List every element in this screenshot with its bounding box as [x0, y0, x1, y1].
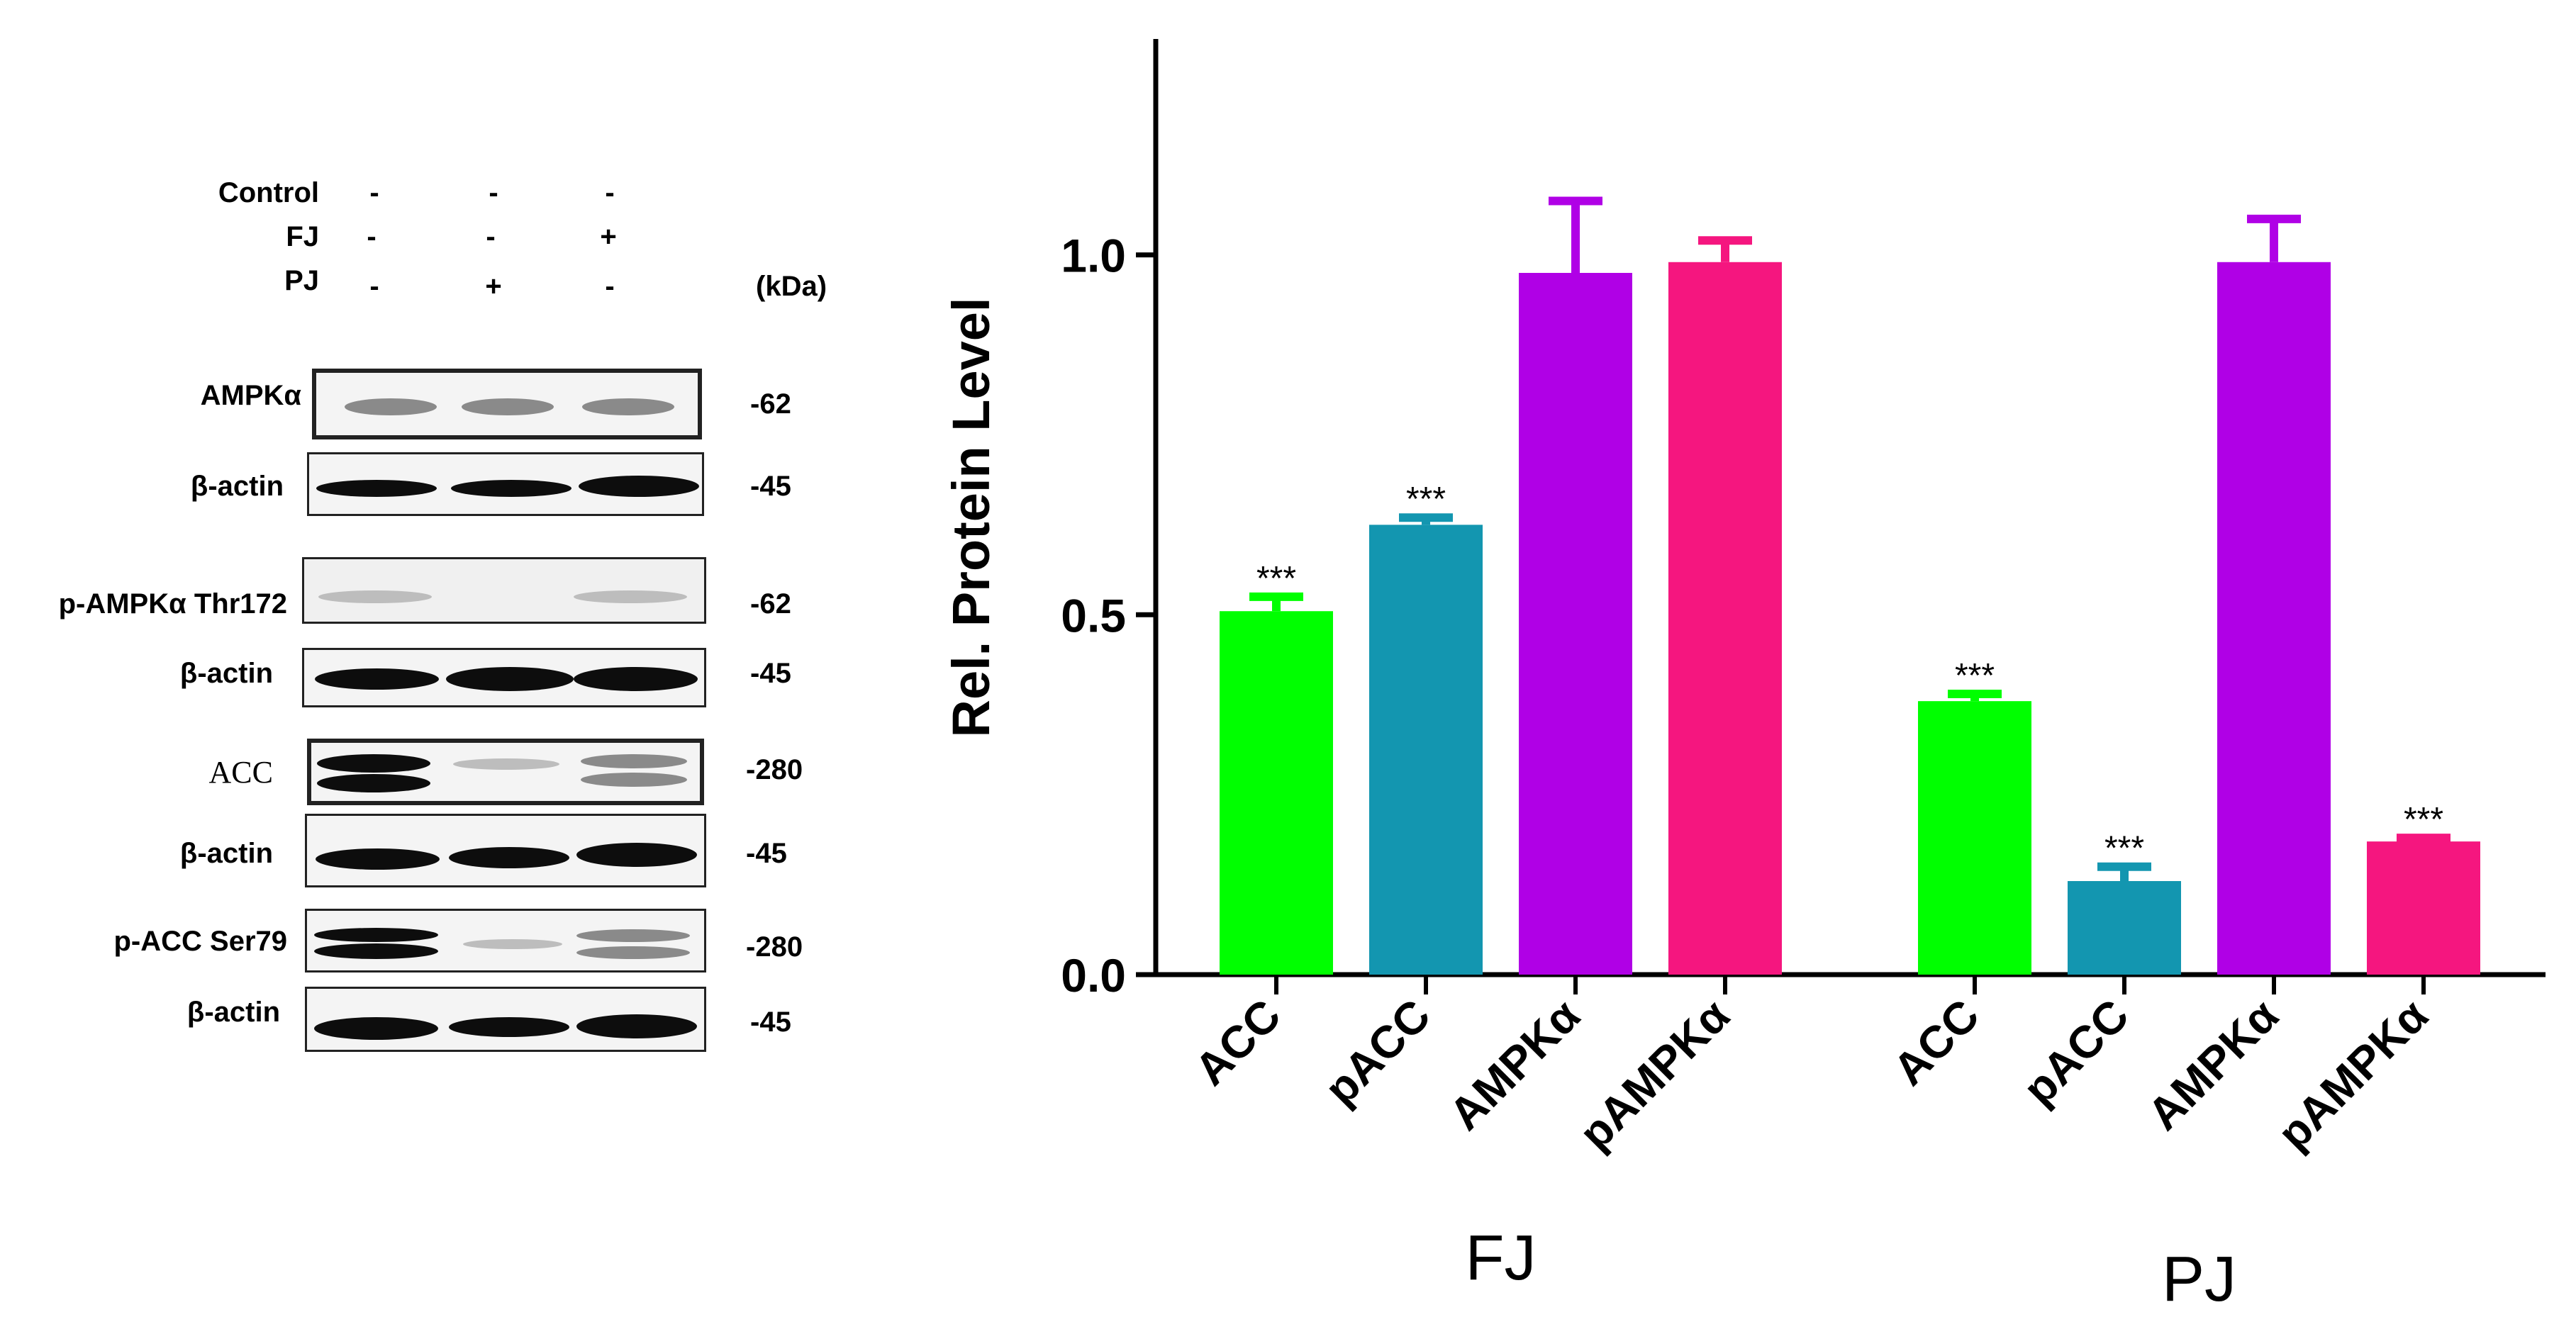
western-blot-panel: Control - - - FJ - - + PJ - + - (kDa) AM…: [0, 0, 936, 1334]
blot-band: [574, 667, 698, 691]
condition-mark: -: [605, 271, 615, 302]
group-label: FJ: [1466, 1223, 1537, 1294]
blot-band: [314, 943, 438, 959]
blot-band: [316, 848, 440, 870]
blot-band: [314, 928, 438, 942]
y-tick-label: 0.5: [1061, 589, 1126, 641]
condition-mark: -: [605, 177, 615, 208]
x-tick-label: ACC: [1185, 990, 1290, 1095]
bar: [2068, 881, 2181, 975]
bar: [1220, 611, 1333, 975]
blot-row-label: β-actin: [186, 997, 280, 1028]
condition-mark: -: [367, 221, 377, 252]
blot-row-kda: -45: [750, 1007, 791, 1038]
condition-mark: -: [369, 177, 379, 208]
bar: [2217, 262, 2331, 975]
x-tick-label: pAMPKα: [1569, 990, 1739, 1160]
y-tick-label: 1.0: [1061, 230, 1126, 282]
bar: [1668, 262, 1782, 975]
blot-band: [451, 480, 571, 497]
blot-row-kda: -45: [750, 658, 791, 689]
blot-band: [318, 590, 432, 603]
condition-label-control: Control: [218, 177, 319, 208]
significance-label: ***: [1256, 560, 1296, 598]
group-label: PJ: [2162, 1244, 2236, 1315]
kda-header: (kDa): [756, 271, 827, 302]
blot-band: [581, 754, 687, 768]
blot-image: [305, 814, 706, 887]
y-tick-label: 0.0: [1061, 949, 1126, 1002]
blot-band: [449, 847, 569, 868]
blot-band: [317, 774, 430, 792]
blot-image: [302, 557, 706, 624]
blot-band: [574, 590, 687, 603]
blot-band: [463, 939, 562, 949]
blot-row-kda: -280: [746, 931, 803, 963]
blot-row-label: β-actin: [179, 658, 273, 689]
blot-image: [305, 987, 706, 1052]
bar-chart-panel: 0.0 0.5 1.0 Rel. Protein Level *** ACC *** pACC…: [936, 0, 2576, 1334]
x-tick-label: AMPKα: [2138, 990, 2288, 1140]
blot-band: [582, 398, 674, 415]
blot-band: [581, 773, 687, 787]
x-tick-label: pACC: [1315, 990, 1440, 1115]
blot-row-label: β-actin: [179, 838, 273, 869]
blot-row-label: p-AMPKα Thr172: [58, 588, 287, 620]
x-tick-label: ACC: [1883, 990, 1989, 1095]
significance-label: ***: [1406, 481, 1446, 518]
condition-mark: -: [369, 271, 379, 302]
condition-mark: +: [600, 221, 617, 252]
bar: [1369, 525, 1483, 975]
x-tick-label: pAMPKα: [2268, 990, 2438, 1160]
x-tick-label: AMPKα: [1439, 990, 1590, 1140]
x-tick-label: pACC: [2013, 990, 2139, 1115]
blot-band: [453, 758, 559, 770]
significance-label: ***: [2104, 830, 2144, 868]
blot-band: [449, 1017, 569, 1037]
blot-row-label: AMPKα: [200, 380, 301, 411]
blot-band: [576, 1014, 697, 1038]
blot-row-kda: -280: [746, 754, 803, 785]
blot-row-kda: -45: [746, 838, 787, 869]
blot-band: [316, 480, 437, 497]
condition-label-pj: PJ: [284, 265, 319, 296]
condition-label-fj: FJ: [286, 221, 319, 252]
blot-image: [307, 452, 704, 516]
condition-mark: +: [485, 271, 502, 302]
significance-label: ***: [2404, 801, 2443, 839]
blot-row-kda: -62: [750, 388, 791, 420]
blot-band: [314, 1017, 438, 1040]
blot-band: [576, 946, 690, 959]
bar: [1519, 273, 1632, 975]
blot-image: [305, 909, 706, 973]
significance-label: ***: [1955, 657, 1995, 695]
bar: [1918, 701, 2031, 975]
blot-row-kda: -45: [750, 471, 791, 502]
blot-row-kda: -62: [750, 588, 791, 620]
blot-band: [345, 398, 437, 415]
y-axis-title: Rel. Protein Level: [942, 298, 1000, 738]
blot-row-label: ACC: [208, 755, 273, 790]
blot-row-label: β-actin: [190, 471, 284, 502]
bar-chart: 0.0 0.5 1.0 Rel. Protein Level *** ACC *** pACC…: [942, 39, 2546, 1315]
condition-mark: -: [489, 177, 498, 208]
blot-band: [462, 398, 554, 415]
blot-band: [315, 668, 439, 690]
blot-band: [576, 929, 690, 942]
blot-image: [302, 648, 706, 707]
condition-mark: -: [486, 221, 496, 252]
blot-image: [312, 369, 702, 439]
blot-row-label: p-ACC Ser79: [113, 926, 287, 957]
bar: [2367, 841, 2480, 975]
blot-band: [579, 476, 699, 497]
blot-band: [446, 667, 574, 691]
blot-band: [317, 754, 430, 773]
blot-band: [576, 843, 697, 867]
blot-image: [307, 739, 704, 805]
